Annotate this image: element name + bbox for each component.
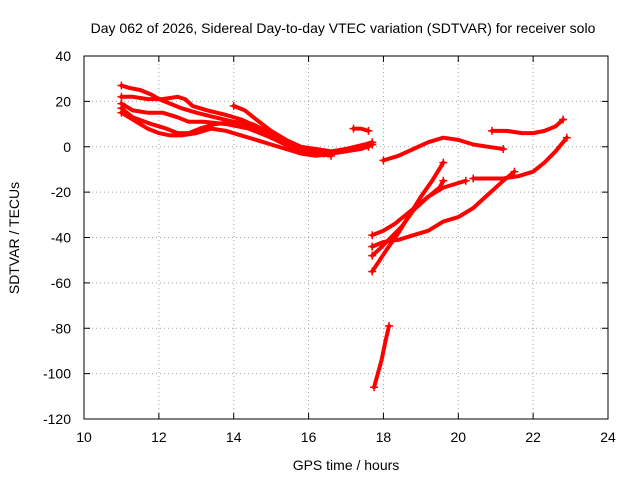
data-point-marker xyxy=(562,133,571,142)
series-line xyxy=(372,324,391,390)
data-point-marker xyxy=(117,108,126,117)
data-point-marker xyxy=(510,167,519,176)
data-point-marker xyxy=(469,174,478,183)
x-tick-label: 12 xyxy=(151,429,167,445)
data-point-marker xyxy=(117,92,126,101)
chart-title: Day 062 of 2026, Sidereal Day-to-day VTE… xyxy=(91,20,596,36)
series-arc-15 xyxy=(370,321,394,392)
series-line xyxy=(370,178,446,238)
series-arc-13 xyxy=(368,176,448,240)
y-tick-label: 0 xyxy=(63,139,71,155)
series-line xyxy=(370,169,517,249)
plot-series xyxy=(117,81,571,392)
y-tick-labels: -120 -100 -80 -60 -40 -20 0 20 40 xyxy=(43,48,71,427)
series-line xyxy=(119,110,375,158)
series-arc-9 xyxy=(487,115,568,136)
data-point-marker xyxy=(364,126,373,135)
data-point-marker xyxy=(499,145,508,154)
series-arc-12 xyxy=(368,167,519,251)
data-point-marker xyxy=(229,101,238,110)
series-line xyxy=(119,106,375,156)
y-tick-label: 20 xyxy=(55,93,71,109)
data-point-marker xyxy=(559,115,568,124)
series-arc-6 xyxy=(229,101,377,154)
x-axis-label: GPS time / hours xyxy=(293,457,400,473)
data-point-marker xyxy=(370,383,379,392)
data-point-marker xyxy=(368,242,377,251)
y-tick-label: -40 xyxy=(51,230,71,246)
data-point-marker xyxy=(117,81,126,90)
y-tick-label: -20 xyxy=(51,184,71,200)
y-axis-label: SDTVAR / TECUs xyxy=(6,182,22,294)
x-tick-label: 24 xyxy=(600,429,616,445)
x-tick-label: 22 xyxy=(525,429,541,445)
series-arc-8 xyxy=(379,135,508,165)
y-tick-label: -120 xyxy=(43,411,71,427)
series-arc-7 xyxy=(349,124,373,135)
series-line xyxy=(490,117,566,136)
series-line xyxy=(471,135,569,181)
data-point-marker xyxy=(368,267,377,276)
data-point-marker xyxy=(368,231,377,240)
data-point-marker xyxy=(439,158,448,167)
y-tick-label: -60 xyxy=(51,275,71,291)
series-arc-14 xyxy=(469,133,571,183)
data-point-marker xyxy=(368,140,377,149)
axis-ticks xyxy=(83,55,609,420)
data-point-marker xyxy=(349,124,358,133)
grid xyxy=(84,56,608,419)
x-tick-label: 20 xyxy=(450,429,466,445)
series-line xyxy=(231,103,375,154)
y-tick-label: -100 xyxy=(43,366,71,382)
x-tick-label: 14 xyxy=(226,429,242,445)
data-point-marker xyxy=(368,251,377,260)
data-point-marker xyxy=(487,126,496,135)
x-tick-labels: 10 12 14 16 18 20 22 24 xyxy=(76,429,616,445)
x-tick-label: 10 xyxy=(76,429,92,445)
data-point-marker xyxy=(385,321,394,330)
x-tick-label: 16 xyxy=(301,429,317,445)
data-point-marker xyxy=(439,176,448,185)
series-line xyxy=(381,135,506,163)
plot-frame xyxy=(83,55,609,420)
data-point-marker xyxy=(379,156,388,165)
y-tick-label: 40 xyxy=(55,48,71,64)
y-tick-label: -80 xyxy=(51,320,71,336)
x-tick-label: 18 xyxy=(376,429,392,445)
data-point-marker xyxy=(461,176,470,185)
